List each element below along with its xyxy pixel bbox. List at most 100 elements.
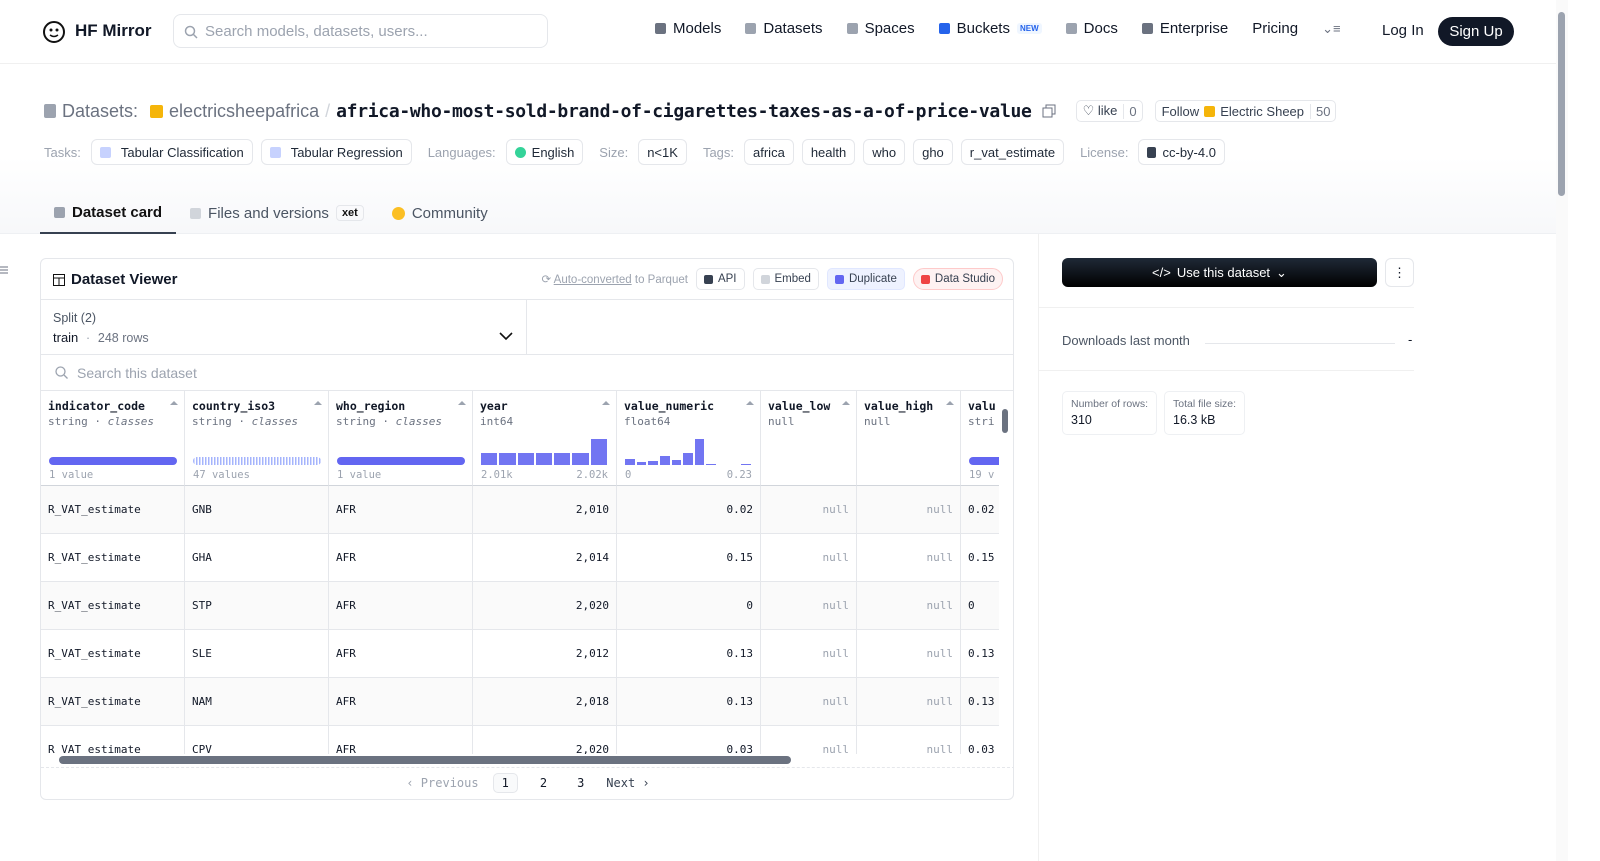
column-header[interactable]: value_high null xyxy=(857,391,961,486)
viewer-button[interactable]: API xyxy=(695,268,745,290)
table-cell[interactable]: null xyxy=(761,630,857,678)
viewer-button[interactable]: Duplicate xyxy=(826,268,905,290)
nav-link[interactable]: Enterprise xyxy=(1141,20,1228,37)
table-cell[interactable]: null xyxy=(761,678,857,726)
nav-link[interactable]: Datasets xyxy=(745,20,823,37)
table-cell[interactable]: null xyxy=(761,582,857,630)
table-cell[interactable]: 0.13 xyxy=(961,678,999,726)
tag-chip[interactable]: who xyxy=(863,139,906,165)
table-cell[interactable]: GNB xyxy=(185,486,329,534)
table-cell[interactable]: 0.13 xyxy=(617,678,761,726)
table-cell[interactable]: 0 xyxy=(961,582,999,630)
table-cell[interactable]: CPV xyxy=(185,726,329,754)
table-cell[interactable]: null xyxy=(857,630,961,678)
table-cell[interactable]: null xyxy=(857,678,961,726)
table-cell[interactable]: NAM xyxy=(185,678,329,726)
table-cell[interactable]: 0.02 xyxy=(961,486,999,534)
tag-chip[interactable]: English xyxy=(505,139,584,165)
table-cell[interactable]: SLE xyxy=(185,630,329,678)
tag-chip[interactable]: cc-by-4.0 xyxy=(1138,139,1225,165)
table-cell[interactable]: R_VAT_estimate xyxy=(41,486,185,534)
page-number[interactable]: 3 xyxy=(577,776,585,790)
page-next[interactable]: Next › xyxy=(606,776,650,790)
table-cell[interactable]: 2,018 xyxy=(473,678,617,726)
table-cell[interactable]: null xyxy=(761,534,857,582)
split-select[interactable]: Split (2) train · 248 rows xyxy=(41,300,527,355)
page-previous[interactable]: ‹ Previous xyxy=(406,776,479,790)
column-header[interactable]: indicator_code string · classes 1 value xyxy=(41,391,185,486)
table-cell[interactable]: 2,020 xyxy=(473,582,617,630)
tab[interactable]: Dataset card xyxy=(40,192,177,234)
table-cell[interactable]: 0.03 xyxy=(961,726,999,754)
table-cell[interactable]: R_VAT_estimate xyxy=(41,630,185,678)
table-cell[interactable]: null xyxy=(761,486,857,534)
table-cell[interactable]: 2,020 xyxy=(473,726,617,754)
column-header[interactable]: valu stri 19 v xyxy=(961,391,999,486)
table-cell[interactable]: 0.03 xyxy=(617,726,761,754)
column-header[interactable]: who_region string · classes 1 value xyxy=(329,391,473,486)
more-button[interactable]: ⋮ xyxy=(1385,258,1414,287)
table-cell[interactable]: null xyxy=(761,726,857,754)
search-row[interactable]: Search this dataset xyxy=(41,355,1013,391)
nav-link[interactable]: Buckets NEW xyxy=(938,20,1042,37)
table-cell[interactable]: AFR xyxy=(329,726,473,754)
v-scrollbar[interactable] xyxy=(1001,395,1009,745)
menu-icon[interactable]: ⌄≡ xyxy=(1322,20,1341,36)
table-cell[interactable]: 0.13 xyxy=(961,630,999,678)
use-dataset[interactable]: </> Use this dataset ⌄ xyxy=(1062,258,1377,287)
table-cell[interactable]: STP xyxy=(185,582,329,630)
table-cell[interactable]: 2,012 xyxy=(473,630,617,678)
table-cell[interactable]: 0.13 xyxy=(617,630,761,678)
table-cell[interactable]: R_VAT_estimate xyxy=(41,582,185,630)
nav-link[interactable]: Pricing xyxy=(1252,20,1298,37)
tag-chip[interactable]: n<1K xyxy=(638,139,687,165)
page-number[interactable]: 1 xyxy=(492,773,518,793)
follow-button[interactable]: Follow Electric Sheep 50 xyxy=(1154,100,1337,122)
tag-chip[interactable]: Tabular Classification xyxy=(90,139,253,165)
copy-icon[interactable] xyxy=(1042,104,1056,118)
tag-chip[interactable]: africa xyxy=(744,139,794,165)
table-cell[interactable]: AFR xyxy=(329,582,473,630)
column-header[interactable]: year int64 2.01k 2.02k xyxy=(473,391,617,486)
owner[interactable]: electricsheepafrica xyxy=(169,100,320,121)
table-cell[interactable]: 2,014 xyxy=(473,534,617,582)
tab[interactable]: Files and versions xet xyxy=(176,192,378,234)
column-header[interactable]: country_iso3 string · classes 47 values xyxy=(185,391,329,486)
search-box[interactable]: Search models, datasets, users... xyxy=(173,14,548,48)
viewer-button[interactable]: Embed xyxy=(752,268,819,290)
signup[interactable]: Sign Up xyxy=(1438,17,1514,46)
table-cell[interactable]: null xyxy=(857,486,961,534)
login[interactable]: Log In xyxy=(1382,22,1424,39)
table-cell[interactable]: null xyxy=(857,534,961,582)
table-cell[interactable]: 0.15 xyxy=(961,534,999,582)
column-header[interactable]: value_numeric float64 0 0.23 xyxy=(617,391,761,486)
table-cell[interactable]: null xyxy=(857,582,961,630)
table-cell[interactable]: 2,010 xyxy=(473,486,617,534)
table-cell[interactable]: R_VAT_estimate xyxy=(41,678,185,726)
table-cell[interactable]: GHA xyxy=(185,534,329,582)
nav-link[interactable]: Spaces xyxy=(846,20,915,37)
viewer-button[interactable]: Data Studio xyxy=(912,268,1003,290)
h-scrollbar[interactable] xyxy=(47,755,997,765)
nav-link[interactable]: Docs xyxy=(1065,20,1118,37)
table-cell[interactable]: AFR xyxy=(329,678,473,726)
tag-chip[interactable]: health xyxy=(801,139,856,165)
sidebar-toggle[interactable] xyxy=(0,264,10,276)
table-cell[interactable]: AFR xyxy=(329,486,473,534)
table-cell[interactable]: null xyxy=(857,726,961,754)
table-cell[interactable]: 0.15 xyxy=(617,534,761,582)
tab[interactable]: Community xyxy=(378,192,502,234)
table-cell[interactable]: 0.02 xyxy=(617,486,761,534)
table-cell[interactable]: AFR xyxy=(329,630,473,678)
page-scrollbar[interactable] xyxy=(1556,0,1568,861)
table-cell[interactable]: 0 xyxy=(617,582,761,630)
page-number[interactable]: 2 xyxy=(539,776,548,790)
brand[interactable]: HF Mirror xyxy=(75,21,152,40)
table-cell[interactable]: R_VAT_estimate xyxy=(41,726,185,754)
table-cell[interactable]: AFR xyxy=(329,534,473,582)
tag-chip[interactable]: Tabular Regression xyxy=(260,139,412,165)
nav-link[interactable]: Models xyxy=(655,20,721,37)
column-header[interactable]: value_low null xyxy=(761,391,857,486)
tag-chip[interactable]: gho xyxy=(913,139,953,165)
dataset-name[interactable]: africa-who-most-sold-brand-of-cigarettes… xyxy=(336,100,1032,122)
